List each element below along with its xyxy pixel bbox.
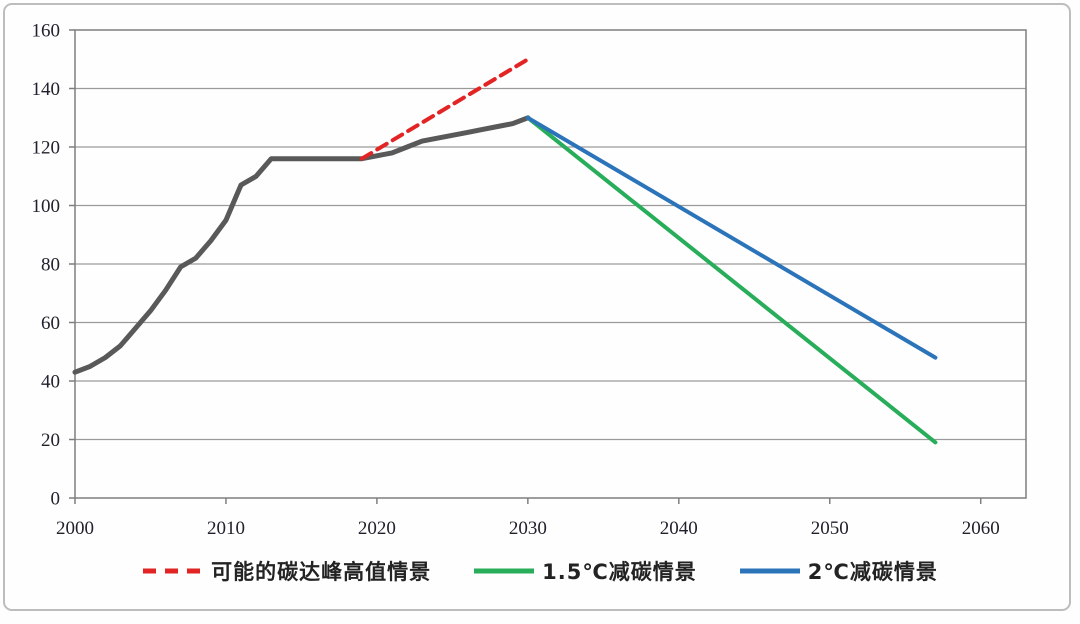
x-tick-label: 2020 [358, 518, 396, 539]
y-tick-label: 0 [51, 489, 61, 510]
y-tick-label: 160 [32, 21, 61, 42]
legend-label-peak-high-scenario: 可能的碳达峰高值情景 [211, 560, 432, 584]
legend-marker-dashed-red [143, 568, 204, 574]
series-line-reduction-2c-scenario [525, 115, 938, 360]
chart-legend: 可能的碳达峰高值情景 1.5℃减碳情景 2℃减碳情景 [0, 556, 1080, 586]
series-line-peak-high-scenario [359, 57, 530, 161]
series-line-reduction-1p5c-scenario [525, 115, 938, 445]
legend-marker-solid-green [474, 568, 535, 574]
x-tick-label: 2040 [660, 518, 698, 539]
series-line-historical-emissions [72, 115, 531, 375]
y-tick-label: 40 [41, 372, 60, 393]
x-tick-label: 2050 [811, 518, 849, 539]
legend-item-2c-scenario: 2℃减碳情景 [739, 556, 938, 586]
y-tick-label: 100 [32, 196, 61, 217]
legend-item-peak-high-scenario: 可能的碳达峰高值情景 [142, 556, 431, 586]
y-tick-label: 60 [41, 313, 60, 334]
x-tick-label: 2060 [962, 518, 1000, 539]
legend-label-1p5c-scenario: 1.5℃减碳情景 [542, 560, 697, 584]
x-tick-label: 2030 [509, 518, 547, 539]
x-tick-label: 2010 [207, 518, 245, 539]
legend-marker-solid-blue [739, 568, 800, 574]
y-tick-label: 140 [32, 79, 61, 100]
x-tick-label: 2000 [56, 518, 94, 539]
legend-label-2c-scenario: 2℃减碳情景 [807, 560, 938, 584]
legend-item-1p5c-scenario: 1.5℃减碳情景 [473, 556, 697, 586]
y-tick-label: 20 [41, 430, 60, 451]
y-tick-label: 120 [32, 138, 61, 159]
y-tick-label: 80 [41, 255, 60, 276]
